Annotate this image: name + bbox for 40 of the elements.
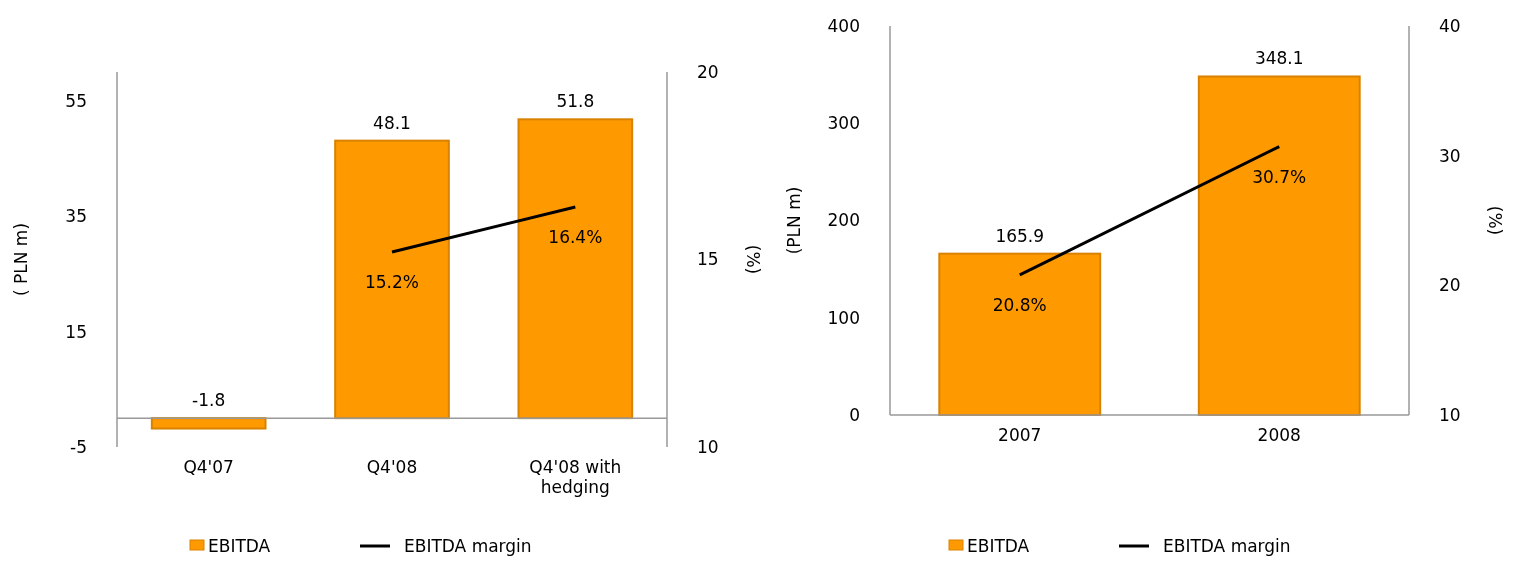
x-tick-label: 2008 bbox=[1257, 424, 1301, 445]
data-label: 20.8% bbox=[992, 294, 1047, 315]
y-tick-label: 300 bbox=[827, 113, 860, 134]
x-tick-label: Q4'07 bbox=[183, 456, 234, 477]
bar bbox=[334, 139, 450, 420]
y2-tick-label: 40 bbox=[1439, 15, 1461, 36]
data-label: 15.2% bbox=[364, 272, 420, 292]
y-tick-label: 35 bbox=[65, 206, 87, 227]
y2-axis-title: (%) bbox=[1485, 205, 1505, 236]
legend-label: EBITDA bbox=[208, 535, 271, 556]
bar bbox=[517, 118, 634, 420]
data-label: 48.1 bbox=[373, 112, 411, 133]
legend-label: EBITDA bbox=[967, 535, 1030, 556]
legend-label: EBITDA margin bbox=[404, 535, 532, 556]
y-tick-label: -5 bbox=[70, 436, 87, 457]
y-tick-label: 400 bbox=[827, 15, 860, 36]
y2-tick-label: 15 bbox=[697, 249, 719, 270]
legend-label: EBITDA margin bbox=[1163, 535, 1291, 556]
data-label: 16.4% bbox=[548, 227, 603, 247]
y2-tick-label: 20 bbox=[1439, 275, 1461, 296]
y-axis-title: (PLN m) bbox=[784, 186, 804, 255]
y2-tick-label: 20 bbox=[697, 61, 719, 82]
data-label: 348.1 bbox=[1254, 48, 1304, 69]
y-tick-label: 55 bbox=[65, 90, 87, 111]
data-label: 30.7% bbox=[1252, 166, 1307, 187]
data-label: -1.8 bbox=[192, 390, 226, 411]
x-tick-label: Q4'08 bbox=[366, 456, 418, 477]
y-tick-label: 100 bbox=[827, 307, 860, 328]
y2-tick-label: 10 bbox=[1439, 404, 1461, 425]
data-label: 165.9 bbox=[995, 225, 1045, 246]
y2-tick-label: 30 bbox=[1439, 145, 1461, 166]
x-tick-label: Q4'08 with hedging bbox=[529, 456, 622, 498]
y2-axis-title: (%) bbox=[743, 244, 763, 275]
data-label: 51.8 bbox=[556, 91, 595, 112]
y-tick-label: 0 bbox=[849, 404, 860, 425]
y-axis-title: ( PLN m) bbox=[11, 222, 31, 297]
y2-tick-label: 10 bbox=[697, 436, 719, 457]
y-tick-label: 15 bbox=[65, 321, 87, 342]
y-tick-label: 200 bbox=[827, 210, 860, 231]
x-tick-label: 2007 bbox=[998, 424, 1042, 445]
